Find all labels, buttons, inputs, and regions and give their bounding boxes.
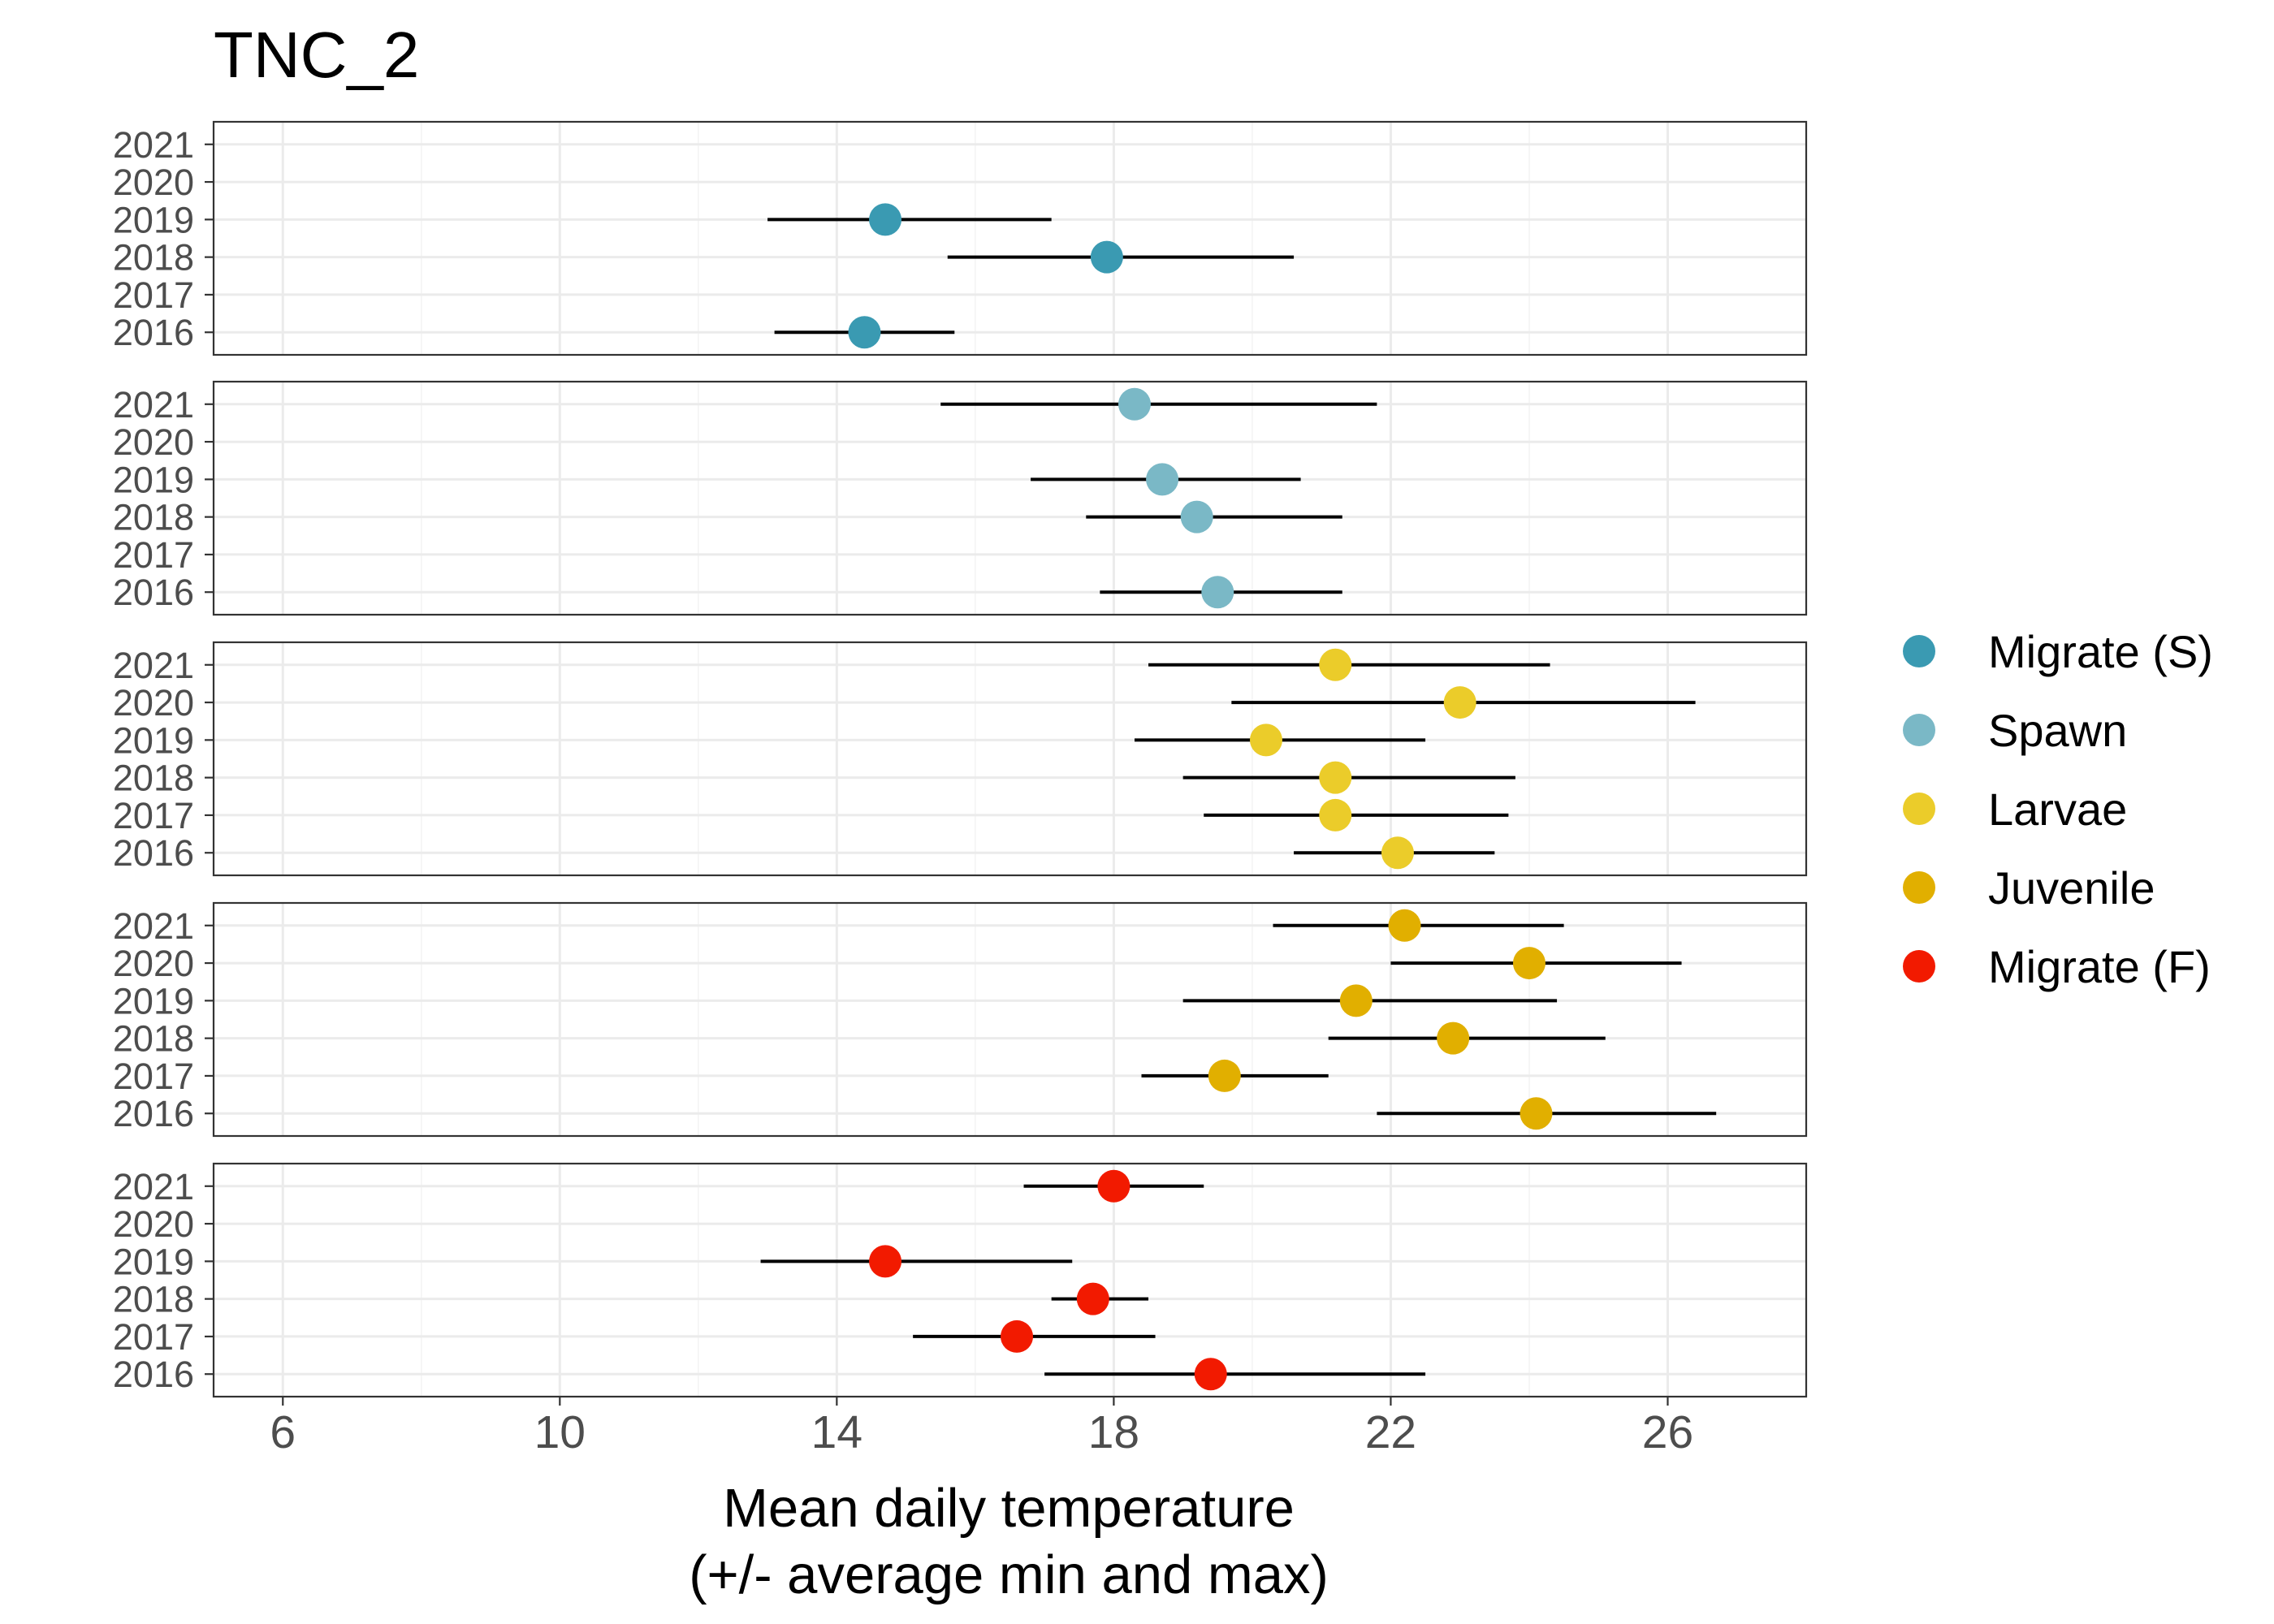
data-point [1319, 798, 1352, 831]
panel-border [212, 1162, 1808, 1398]
data-point [1097, 1169, 1131, 1203]
y-tick-label: 2021 [113, 645, 194, 686]
legend-label: Migrate (S) [1988, 626, 2213, 677]
y-tick-label: 2016 [113, 1093, 194, 1134]
legend-label: Juvenile [1988, 862, 2155, 914]
x-tick-label: 14 [811, 1406, 862, 1458]
y-tick-label: 2021 [113, 905, 194, 947]
legend-key [1903, 635, 1935, 667]
chart-title: TNC_2 [214, 19, 419, 91]
y-tick-label: 2020 [113, 682, 194, 723]
data-point [1381, 836, 1414, 870]
y-tick-label: 2017 [113, 274, 194, 316]
y-tick-label: 2020 [113, 1203, 194, 1245]
y-tick-label: 2019 [113, 199, 194, 240]
data-point [869, 203, 902, 236]
y-tick-label: 2017 [113, 1316, 194, 1358]
y-tick-label: 2017 [113, 534, 194, 576]
data-point [1208, 1059, 1241, 1092]
legend-key [1903, 793, 1935, 825]
legend-key [1903, 950, 1935, 983]
data-point [1520, 1097, 1553, 1130]
panel-border [212, 380, 1808, 616]
data-point [848, 316, 881, 349]
data-point [1319, 761, 1352, 794]
y-tick-label: 2020 [113, 162, 194, 203]
data-point [1249, 723, 1282, 757]
legend-label: Spawn [1988, 705, 2127, 756]
y-tick-label: 2017 [113, 1056, 194, 1097]
data-point [1076, 1282, 1109, 1315]
y-tick-label: 2018 [113, 497, 194, 538]
data-point [1001, 1320, 1034, 1353]
data-point [869, 1245, 902, 1278]
x-tick-label: 18 [1088, 1406, 1139, 1458]
legend-label: Migrate (F) [1988, 941, 2211, 992]
panel-border [212, 120, 1808, 356]
data-point [1443, 686, 1476, 719]
data-point [1090, 240, 1123, 274]
x-axis: 6 10 14 18 22 26 [270, 1397, 1693, 1458]
legend-label: Larvae [1988, 784, 2127, 835]
x-tick-label: 6 [270, 1406, 296, 1458]
y-tick-label: 2016 [113, 572, 194, 613]
x-tick-label: 22 [1365, 1406, 1416, 1458]
data-point [1194, 1358, 1227, 1391]
y-tick-label: 2018 [113, 1018, 194, 1060]
y-tick-label: 2020 [113, 421, 194, 463]
x-tick-label: 26 [1642, 1406, 1693, 1458]
x-axis-title-line-2: (+/- average min and max) [689, 1544, 1329, 1605]
y-tick-label: 2021 [113, 384, 194, 425]
y-tick-label: 2019 [113, 459, 194, 500]
y-tick-label: 2019 [113, 980, 194, 1021]
data-point [1512, 947, 1546, 980]
data-point [1201, 576, 1234, 609]
legend-key [1903, 871, 1935, 904]
data-point [1339, 984, 1373, 1017]
facet-panels: 2016201720182019202020212016201720182019… [113, 120, 1808, 1398]
y-tick-label: 2021 [113, 1166, 194, 1207]
panel-border [212, 641, 1808, 877]
x-axis-title-line-1: Mean daily temperature [723, 1478, 1295, 1539]
legend: Migrate (S) Spawn Larvae Juvenile Migrate (F… [1903, 626, 2213, 992]
y-tick-label: 2019 [113, 1241, 194, 1282]
y-tick-label: 2019 [113, 719, 194, 761]
y-tick-label: 2017 [113, 795, 194, 836]
x-tick-label: 10 [534, 1406, 586, 1458]
data-point [1319, 648, 1352, 681]
y-tick-label: 2018 [113, 237, 194, 279]
y-tick-label: 2016 [113, 1354, 194, 1395]
y-tick-label: 2018 [113, 758, 194, 799]
y-tick-label: 2016 [113, 312, 194, 353]
panel-border [212, 901, 1808, 1138]
data-point [1146, 463, 1179, 496]
y-tick-label: 2020 [113, 943, 194, 984]
y-tick-label: 2021 [113, 124, 194, 166]
data-point [1388, 909, 1421, 942]
y-tick-label: 2018 [113, 1279, 194, 1320]
data-point [1118, 387, 1151, 421]
data-point [1180, 500, 1213, 533]
data-point [1437, 1021, 1470, 1055]
y-tick-label: 2016 [113, 832, 194, 874]
legend-key [1903, 714, 1935, 746]
